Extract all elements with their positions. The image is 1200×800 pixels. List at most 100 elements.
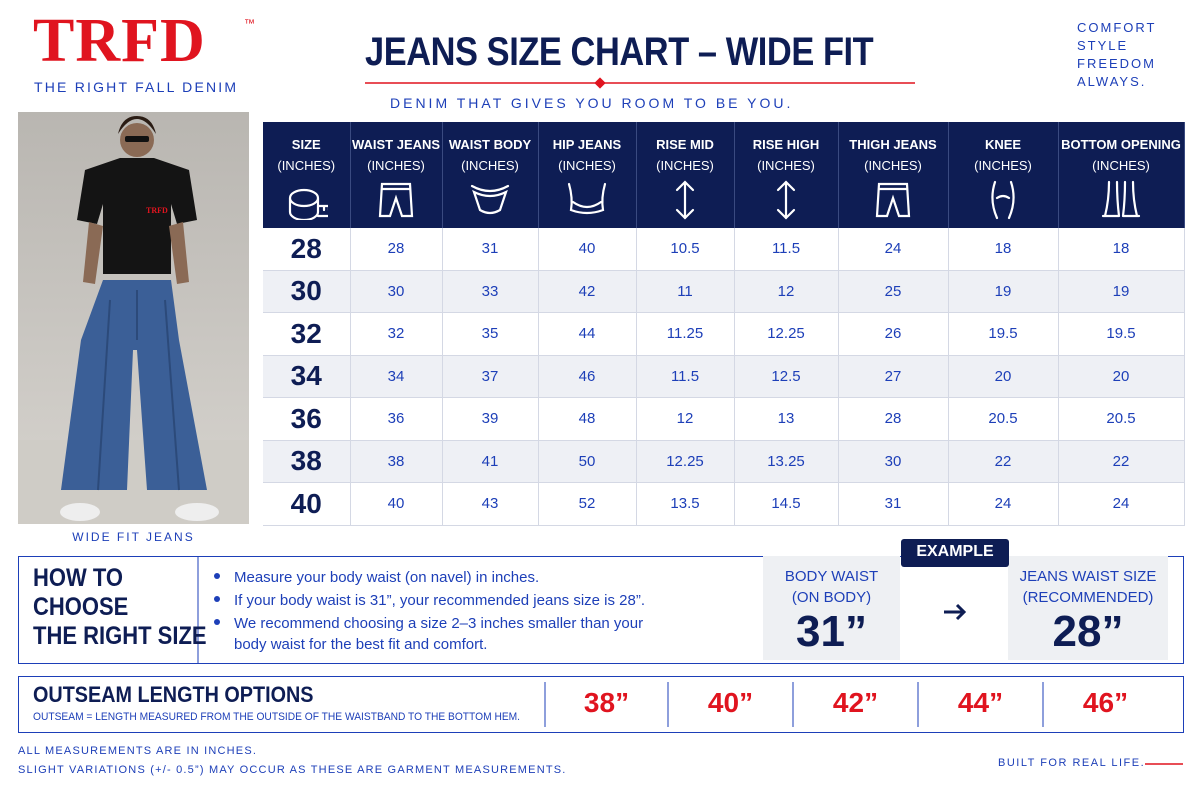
- example-from-box: [763, 556, 900, 660]
- column-unit: (INCHES): [367, 158, 425, 173]
- column-icon: [675, 180, 695, 220]
- cell: 30: [838, 440, 949, 483]
- size-table: SIZE (INCHES) WAIST JEANS (INCHES) WAIST BOD…: [263, 122, 1185, 526]
- motto-line: ALWAYS.: [1077, 74, 1147, 89]
- subtitle: DENIM THAT GIVES YOU ROOM TO BE YOU.: [390, 95, 794, 111]
- example-label: JEANS WAIST SIZE: [1019, 568, 1157, 585]
- cell: 37: [442, 355, 539, 398]
- column-header: KNEE (INCHES): [948, 122, 1059, 228]
- size-cell: 36: [263, 397, 351, 441]
- motto-line: STYLE: [1077, 38, 1129, 53]
- outseam-note: OUTSEAM = LENGTH MEASURED FROM THE OUTSI…: [33, 711, 521, 723]
- cell: 26: [838, 312, 949, 356]
- cell: 31: [838, 482, 949, 526]
- cell: 12.25: [636, 440, 735, 483]
- column-name: WAIST JEANS: [351, 137, 441, 152]
- outseam-option: 38”: [583, 687, 630, 718]
- cell: 12.5: [734, 355, 839, 398]
- column-unit: (INCHES): [864, 158, 922, 173]
- cell: 13.5: [636, 482, 735, 526]
- cell: 14.5: [734, 482, 839, 526]
- cell: 19.5: [948, 312, 1059, 356]
- outseam-option: 42”: [832, 687, 879, 718]
- cell: 20: [1058, 355, 1185, 398]
- cell: 24: [948, 482, 1059, 526]
- cell: 13.25: [734, 440, 839, 483]
- example-arrow: [944, 603, 967, 621]
- column-unit: (INCHES): [757, 158, 815, 173]
- column-unit: (INCHES): [461, 158, 519, 173]
- column-unit: (INCHES): [1092, 158, 1150, 173]
- slogan: BUILT FOR REAL LIFE.: [998, 757, 1146, 769]
- cell: 24: [838, 228, 949, 271]
- table-row: 28 28 31 40 10.5 11.5 24 18 18: [263, 228, 1185, 271]
- cell: 11.5: [734, 228, 839, 271]
- cell: 12: [636, 397, 735, 441]
- column-name: RISE MID: [656, 137, 714, 152]
- footer-note: ALL MEASUREMENTS ARE IN INCHES.: [18, 745, 258, 757]
- table-row: 38 38 41 50 12.25 13.25 30 22 22: [263, 440, 1185, 483]
- example-value: 28”: [1052, 607, 1124, 656]
- trademark: ™: [244, 18, 255, 30]
- cell: 44: [538, 312, 637, 356]
- table-row: 30 30 33 42 11 12 25 19 19: [263, 270, 1185, 313]
- how-to-box: [18, 556, 1184, 664]
- cell: 18: [948, 228, 1059, 271]
- outseam-option: 46”: [1082, 687, 1129, 718]
- cell: 42: [538, 270, 637, 313]
- title-diamond: [594, 77, 606, 89]
- cell: 13: [734, 397, 839, 441]
- cell: 33: [442, 270, 539, 313]
- bullet-dot: [214, 573, 220, 579]
- cell: 48: [538, 397, 637, 441]
- cell: 19: [948, 270, 1059, 313]
- table-head: SIZE (INCHES) WAIST JEANS (INCHES) WAIST BOD…: [263, 122, 1185, 228]
- cell: 11.25: [636, 312, 735, 356]
- column-header: SIZE (INCHES): [263, 122, 351, 228]
- column-icon: [776, 180, 796, 220]
- cell: 36: [350, 397, 443, 441]
- cell: 22: [948, 440, 1059, 483]
- cell: 50: [538, 440, 637, 483]
- cell: 20.5: [948, 397, 1059, 441]
- shirt-print: TRFD: [146, 206, 168, 215]
- cell: 18: [1058, 228, 1185, 271]
- size-cell: 38: [263, 440, 351, 483]
- cell: 32: [350, 312, 443, 356]
- footer-note: SLIGHT VARIATIONS (+/- 0.5”) MAY OCCUR A…: [18, 764, 567, 776]
- table-body: 28 28 31 40 10.5 11.5 24 18 18 30 30 33 42 11 12 25 19 19…: [263, 228, 1185, 526]
- photo-caption: WIDE FIT JEANS: [72, 530, 195, 544]
- cell: 40: [538, 228, 637, 271]
- column-icon: [875, 182, 911, 218]
- cell: 46: [538, 355, 637, 398]
- example-tab-label: EXAMPLE: [916, 543, 994, 560]
- example-sub: (RECOMMENDED): [1022, 589, 1154, 606]
- column-unit: (INCHES): [558, 158, 616, 173]
- column-name: RISE HIGH: [752, 137, 820, 152]
- example-sub: (ON BODY): [791, 589, 872, 606]
- column-header: RISE HIGH (INCHES): [734, 122, 839, 228]
- column-icon: [289, 188, 334, 222]
- column-icon: [378, 182, 414, 218]
- column-header: THIGH JEANS (INCHES): [838, 122, 949, 228]
- cell: 38: [350, 440, 443, 483]
- cell: 41: [442, 440, 539, 483]
- example-tab: [901, 539, 1009, 567]
- tagline: THE RIGHT FALL DENIM: [34, 79, 239, 95]
- cell: 31: [442, 228, 539, 271]
- column-unit: (INCHES): [277, 158, 336, 173]
- outseam-option: 44”: [957, 687, 1004, 718]
- cell: 28: [350, 228, 443, 271]
- how-to-title: THE RIGHT SIZE: [33, 622, 207, 650]
- bullet: If your body waist is 31”, your recommen…: [234, 592, 646, 609]
- example-value: 31”: [796, 607, 867, 656]
- bullet: Measure your body waist (on navel) in in…: [234, 569, 540, 586]
- outseam-dividers: [544, 682, 1044, 727]
- example-to-box: [1008, 556, 1168, 660]
- logo: TRFD: [33, 7, 206, 75]
- table-row: 32 32 35 44 11.25 12.25 26 19.5 19.5: [263, 312, 1185, 356]
- column-name: BOTTOM OPENING: [1061, 137, 1181, 152]
- example-label: BODY WAIST: [784, 568, 879, 585]
